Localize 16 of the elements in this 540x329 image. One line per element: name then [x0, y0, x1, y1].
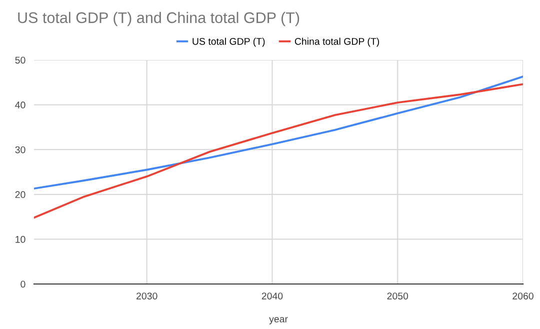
y-tick-label: 20: [15, 191, 26, 198]
x-tick-label: 2050: [387, 292, 408, 300]
y-tick-label: 0: [20, 280, 26, 288]
legend-label: US total GDP (T): [192, 38, 265, 47]
chart-title: US total GDP (T) and China total GDP (T): [18, 12, 300, 26]
y-tick-label: 30: [15, 146, 26, 154]
y-tick-label: 50: [15, 56, 26, 64]
y-tick-label: 10: [16, 236, 26, 243]
x-tick-label: 2040: [262, 292, 283, 300]
line-series: [34, 83, 523, 219]
x-tick-label: 2060: [512, 292, 534, 300]
y-tick-label: 40: [15, 102, 26, 108]
x-axis-title: year: [269, 317, 288, 324]
x-tick-label: 2030: [136, 292, 158, 300]
legend-label: China total GDP (T): [294, 38, 380, 47]
line-series: [34, 76, 523, 190]
